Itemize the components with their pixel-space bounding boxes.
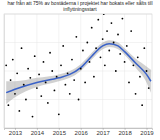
point bbox=[58, 113, 60, 115]
point bbox=[141, 104, 143, 106]
tick-label: 2017 bbox=[96, 130, 110, 136]
point bbox=[29, 77, 31, 79]
tick-label: 2016 bbox=[75, 130, 89, 136]
point bbox=[51, 70, 53, 72]
point bbox=[86, 42, 88, 44]
point bbox=[49, 52, 51, 54]
chart: har från att 75% av bostäderna i projekt… bbox=[0, 0, 160, 140]
point bbox=[89, 61, 91, 63]
point bbox=[115, 70, 117, 72]
point bbox=[38, 74, 40, 76]
point bbox=[69, 93, 71, 95]
point bbox=[130, 30, 132, 32]
point bbox=[124, 61, 126, 63]
point bbox=[80, 68, 82, 70]
point bbox=[97, 19, 99, 21]
point bbox=[75, 36, 77, 38]
tick: 2018 bbox=[118, 128, 132, 136]
point bbox=[84, 82, 86, 84]
tick: 2017 bbox=[96, 128, 110, 136]
confidence-band bbox=[6, 40, 151, 104]
axis-line bbox=[4, 15, 5, 129]
point bbox=[18, 110, 20, 112]
title: har från att 75% av bostäderna i projekt… bbox=[7, 0, 152, 12]
point bbox=[103, 14, 105, 15]
point bbox=[64, 84, 66, 86]
point bbox=[95, 47, 97, 49]
point bbox=[67, 72, 69, 74]
grid-line bbox=[146, 14, 147, 128]
point bbox=[132, 64, 134, 66]
point bbox=[91, 27, 93, 29]
point bbox=[25, 99, 27, 101]
point bbox=[111, 22, 113, 24]
point bbox=[78, 99, 80, 101]
point bbox=[71, 59, 73, 61]
tick-label: 2013 bbox=[9, 130, 23, 136]
point bbox=[119, 53, 121, 55]
point bbox=[117, 34, 119, 36]
point bbox=[139, 76, 141, 78]
point bbox=[16, 72, 18, 74]
grid-line bbox=[4, 99, 152, 100]
tick: 2016 bbox=[75, 128, 89, 136]
point bbox=[14, 93, 16, 95]
grid-line bbox=[4, 42, 152, 43]
point bbox=[7, 104, 9, 106]
smooth-line bbox=[6, 44, 151, 93]
point bbox=[62, 45, 64, 47]
x-axis: 2013 2014 2015 2016 2017 2018 2019 bbox=[5, 128, 155, 136]
point bbox=[43, 61, 45, 63]
point bbox=[82, 50, 84, 52]
point bbox=[47, 102, 49, 104]
tick-label: 2014 bbox=[31, 130, 45, 136]
point bbox=[126, 45, 128, 47]
point bbox=[34, 55, 36, 57]
tick: 2013 bbox=[9, 128, 23, 136]
tick: 2015 bbox=[53, 128, 67, 136]
tick-label: 2015 bbox=[53, 130, 67, 136]
point bbox=[56, 76, 58, 78]
point bbox=[40, 95, 42, 97]
tick: 2019 bbox=[140, 128, 154, 136]
plot-area bbox=[5, 14, 151, 118]
point bbox=[113, 42, 115, 44]
point bbox=[135, 93, 137, 95]
point bbox=[146, 70, 148, 72]
point bbox=[36, 87, 38, 89]
point bbox=[45, 82, 47, 84]
point bbox=[102, 38, 104, 40]
point bbox=[73, 79, 75, 81]
point bbox=[106, 30, 108, 32]
point bbox=[100, 56, 102, 58]
point bbox=[10, 79, 12, 81]
point bbox=[122, 18, 124, 20]
tick-label: 2019 bbox=[140, 130, 154, 136]
point bbox=[12, 59, 14, 61]
point bbox=[54, 89, 56, 91]
point bbox=[93, 76, 95, 78]
tick-label: 2018 bbox=[118, 130, 132, 136]
point bbox=[21, 47, 23, 49]
plot-frame bbox=[4, 14, 152, 128]
point bbox=[128, 82, 130, 84]
point bbox=[32, 116, 34, 118]
point bbox=[104, 64, 106, 66]
grid bbox=[4, 14, 152, 128]
point bbox=[27, 68, 29, 70]
point bbox=[23, 84, 25, 86]
point bbox=[143, 47, 145, 49]
point bbox=[108, 50, 110, 52]
point bbox=[148, 87, 150, 89]
point bbox=[137, 56, 139, 58]
point bbox=[60, 64, 62, 66]
point bbox=[5, 64, 7, 66]
tick: 2014 bbox=[31, 128, 45, 136]
y-axis bbox=[4, 15, 6, 129]
